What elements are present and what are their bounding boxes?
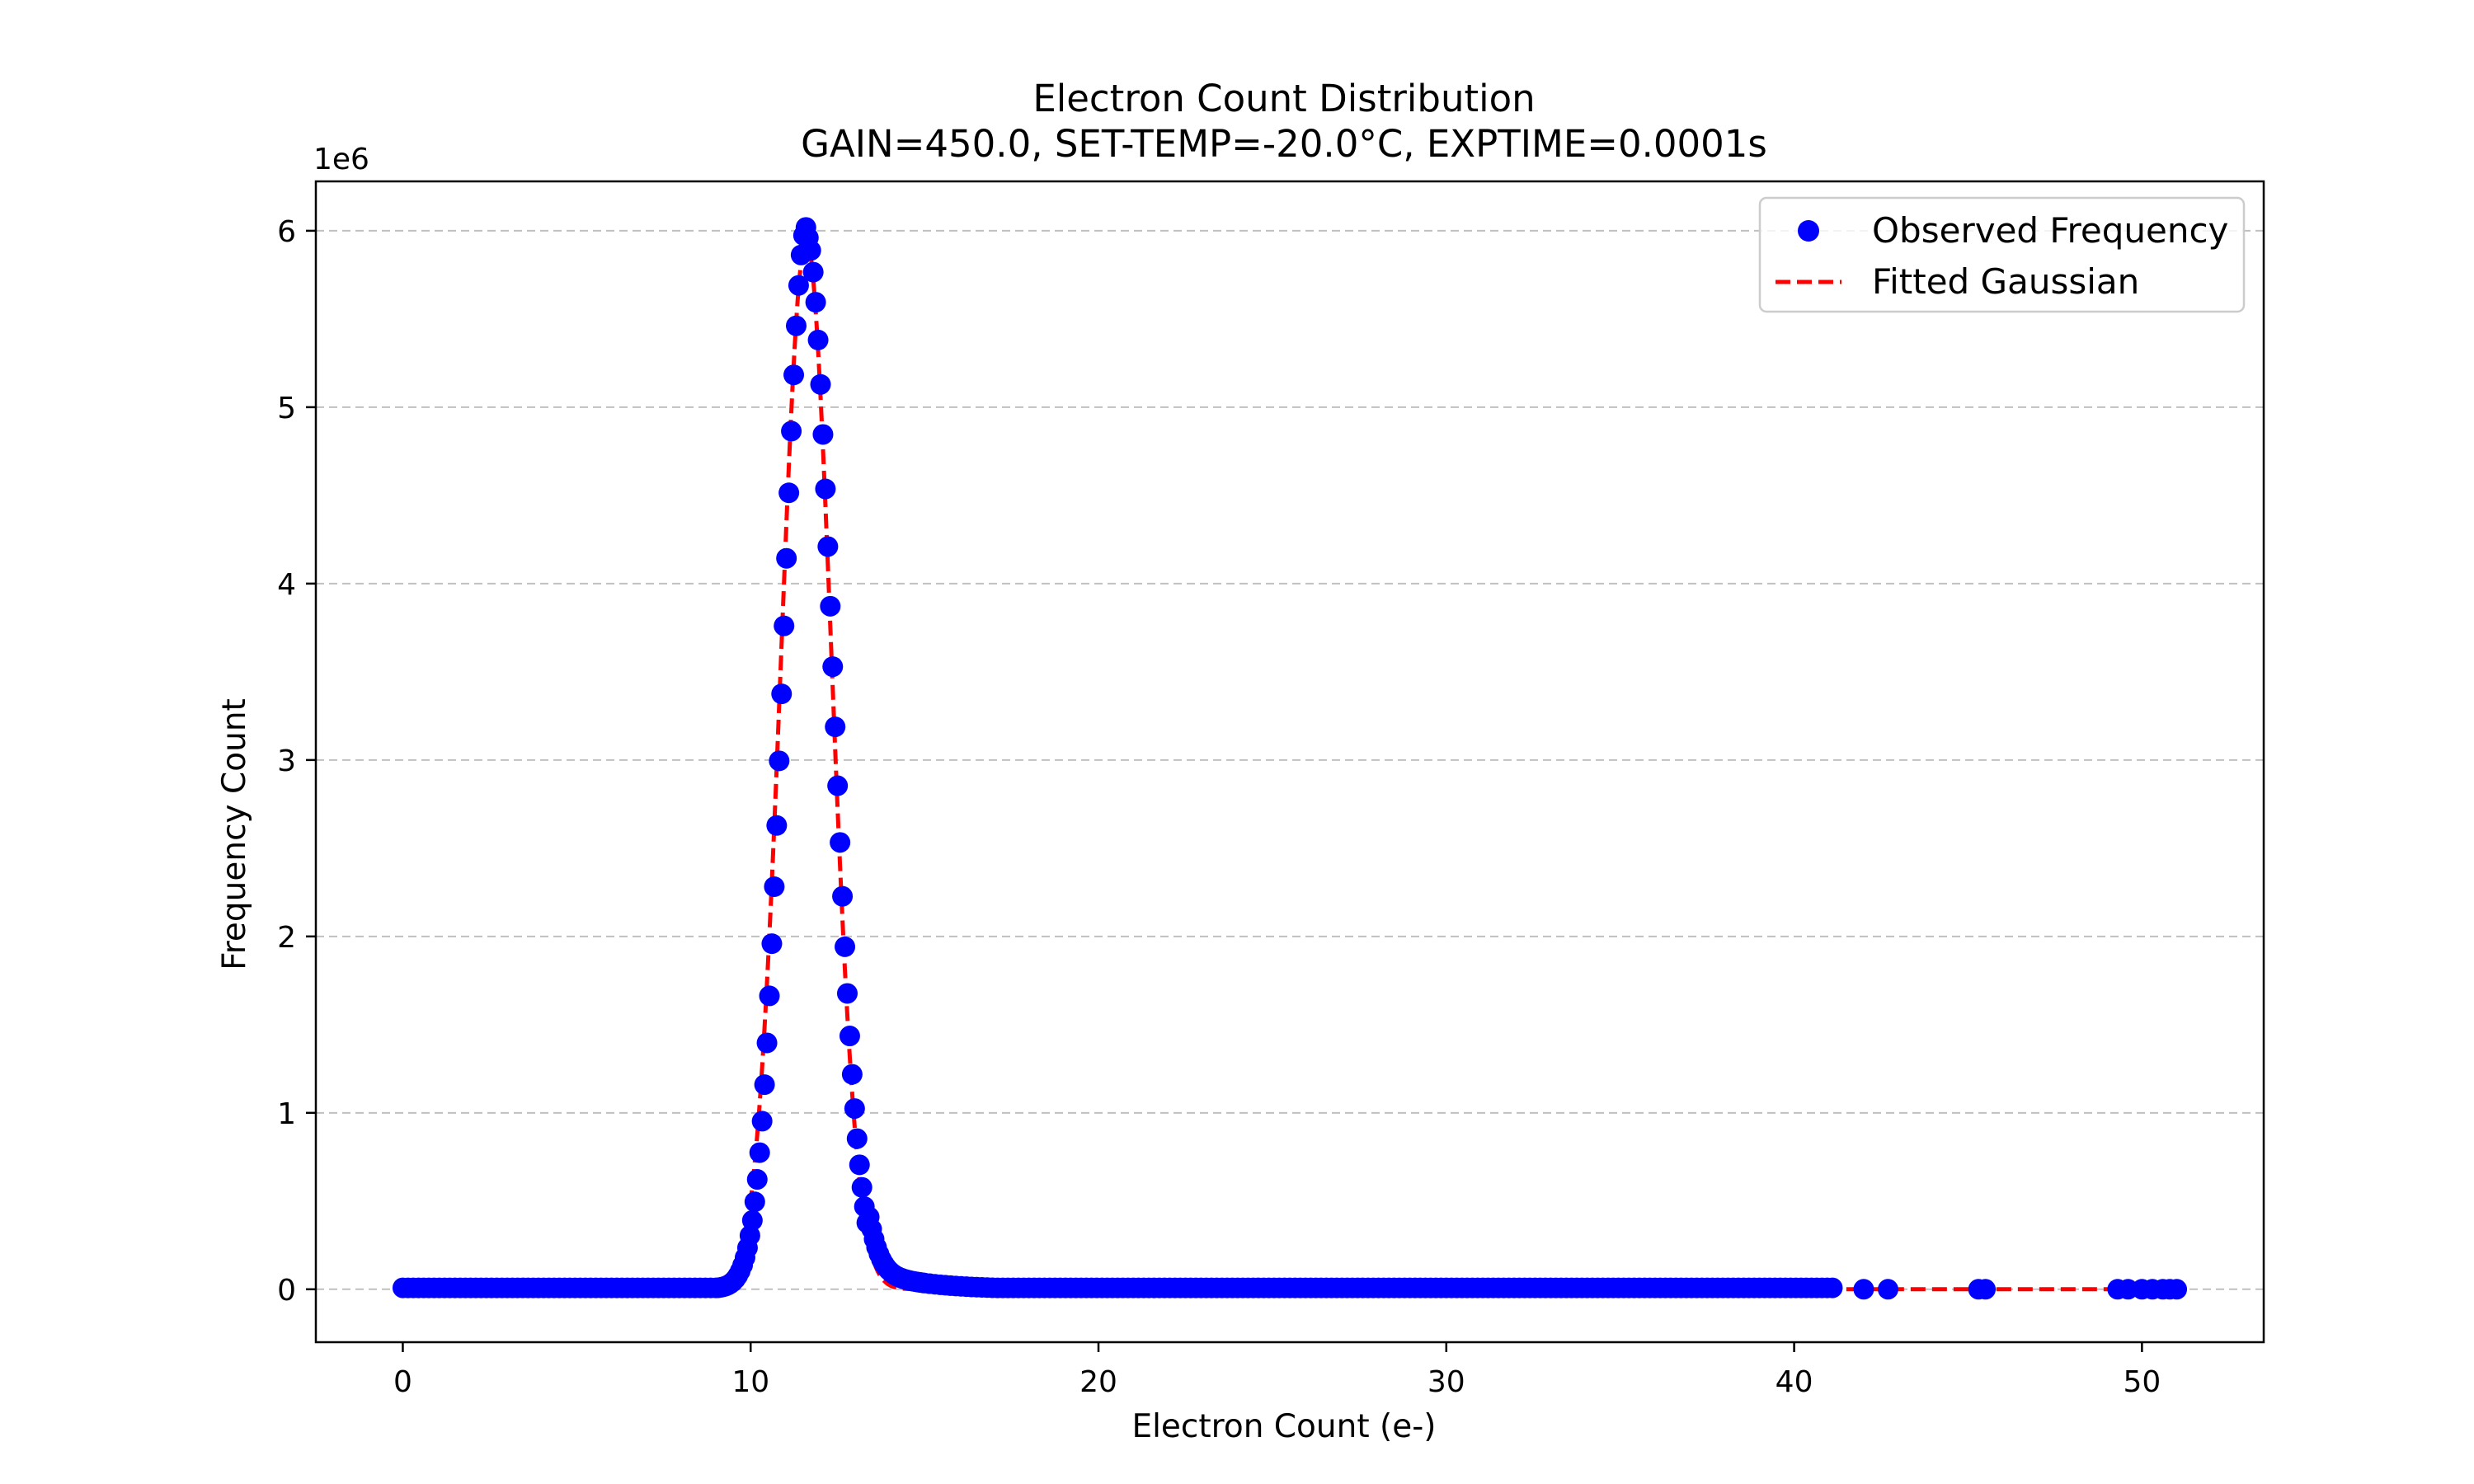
x-tick-label: 40 [1776, 1365, 1813, 1399]
chart-subtitle: GAIN=450.0, SET-TEMP=-20.0°C, EXPTIME=0.… [801, 122, 1767, 166]
observed-point [754, 1074, 775, 1096]
x-axis-label: Electron Count (e-) [1131, 1408, 1436, 1445]
x-tick-label: 10 [731, 1365, 769, 1399]
observed-point [744, 1191, 765, 1213]
y-axis-ticks: 0 1 2 3 4 5 6 [277, 215, 316, 1308]
y-tick-label: 4 [277, 568, 296, 602]
legend-observed-marker [1798, 220, 1819, 242]
observed-point [844, 1098, 865, 1120]
legend-fitted-label: Fitted Gaussian [1872, 261, 2139, 302]
observed-point [846, 1128, 868, 1149]
observed-point [841, 1064, 863, 1085]
observed-point [756, 1032, 778, 1054]
y-tick-label: 0 [277, 1274, 296, 1308]
observed-point [778, 482, 800, 504]
x-tick-label: 0 [393, 1365, 412, 1399]
observed-point [759, 985, 780, 1007]
observed-point [830, 832, 851, 853]
observed-point [839, 1026, 860, 1047]
observed-point [1975, 1279, 1997, 1300]
y-offset-label: 1e6 [313, 143, 369, 176]
observed-point [912, 1272, 934, 1294]
observed-point [822, 656, 844, 678]
observed-point [802, 261, 824, 283]
y-tick-label: 5 [277, 392, 296, 425]
observed-point [820, 595, 841, 617]
observed-point [751, 1111, 773, 1132]
observed-point [815, 478, 836, 500]
observed-point [800, 240, 821, 261]
observed-point [807, 329, 829, 350]
observed-point [774, 615, 795, 636]
observed-point [2166, 1279, 2188, 1300]
y-tick-label: 2 [277, 921, 296, 955]
legend-observed-label: Observed Frequency [1872, 210, 2228, 251]
observed-point [805, 292, 826, 313]
observed-point [1853, 1279, 1874, 1300]
chart-title: Electron Count Distribution [1032, 77, 1535, 120]
y-tick-label: 1 [277, 1097, 296, 1131]
x-tick-label: 50 [2123, 1365, 2161, 1399]
legend-box [1758, 196, 2246, 313]
legend: Observed Frequency Fitted Gaussian [1758, 196, 2246, 313]
x-axis-ticks: 0 10 20 30 40 50 [393, 1342, 2161, 1399]
observed-point [827, 775, 849, 796]
observed-point [825, 716, 846, 738]
observed-point [812, 424, 834, 445]
observed-point [836, 983, 858, 1004]
observed-point [771, 683, 793, 705]
observed-point [810, 373, 831, 395]
observed-point [766, 815, 788, 836]
observed-point [849, 1154, 870, 1176]
observed-point [781, 420, 802, 442]
observed-point [783, 364, 805, 386]
observed-point [788, 275, 809, 296]
y-axis-label: Frequency Count [216, 698, 253, 970]
observed-point [1877, 1279, 1898, 1300]
observed-point [739, 1225, 760, 1247]
y-tick-label: 3 [277, 744, 296, 778]
observed-point [1822, 1277, 1843, 1298]
observed-point [764, 876, 785, 897]
observed-point [749, 1142, 770, 1163]
observed-point [776, 547, 797, 569]
observed-point [832, 885, 854, 907]
observed-point [761, 933, 783, 955]
observed-point [769, 750, 790, 772]
observed-point [746, 1169, 768, 1190]
observed-point [817, 536, 839, 557]
observed-frequency-series [392, 217, 2188, 1300]
y-tick-label: 6 [277, 215, 296, 249]
axes-frame [314, 180, 2265, 1344]
observed-point [741, 1209, 763, 1231]
observed-point [851, 1176, 872, 1198]
x-tick-label: 20 [1079, 1365, 1117, 1399]
x-tick-label: 30 [1427, 1365, 1465, 1399]
observed-point [785, 315, 807, 336]
observed-point [835, 936, 856, 957]
